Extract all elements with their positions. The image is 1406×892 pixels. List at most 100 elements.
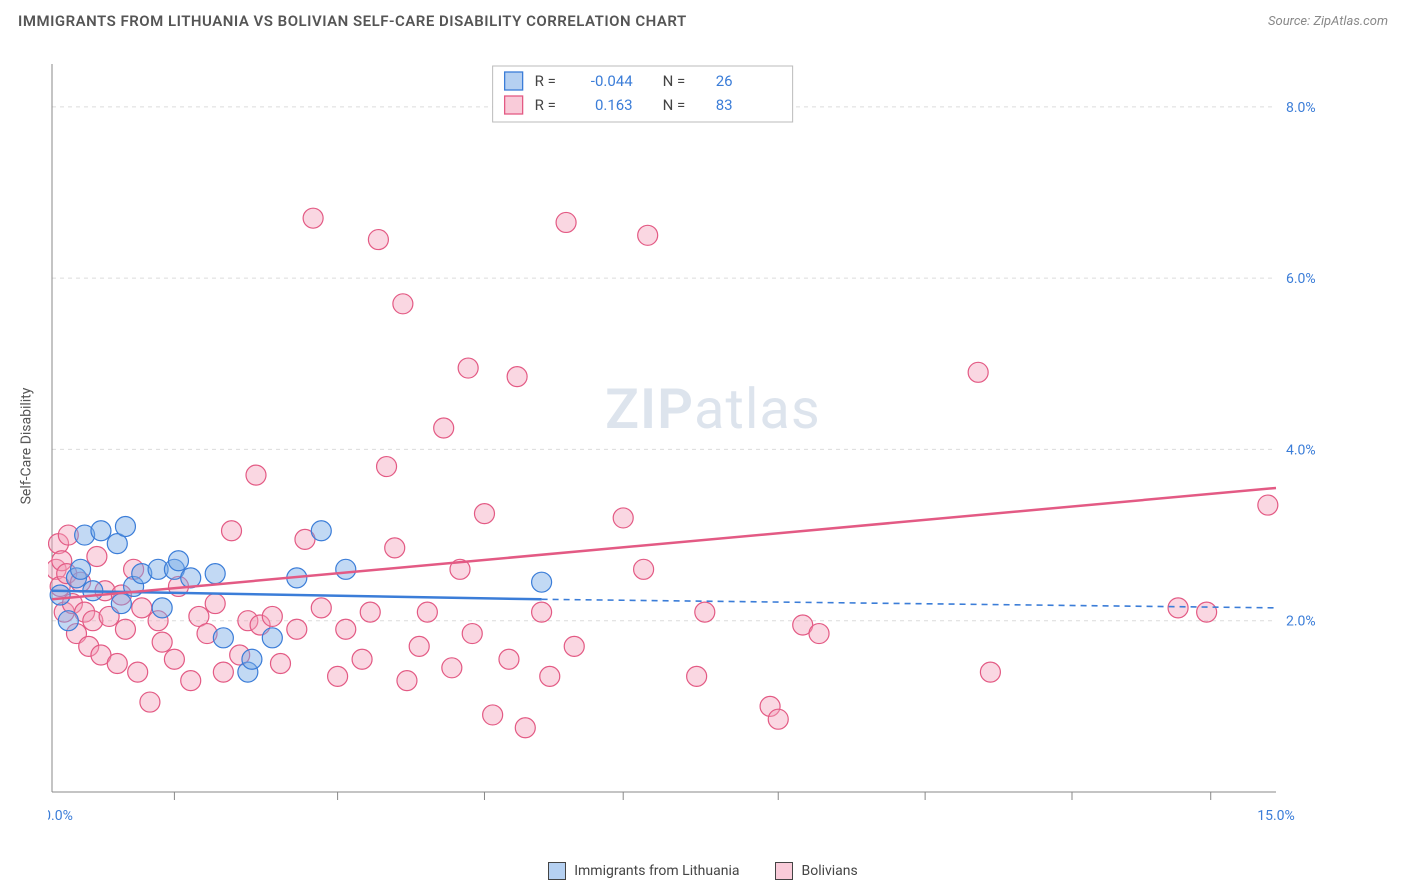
scatter-point-blue: [311, 521, 331, 541]
scatter-point-pink: [507, 367, 527, 387]
scatter-point-pink: [132, 598, 152, 618]
scatter-point-pink: [115, 619, 135, 639]
scatter-point-blue: [91, 521, 111, 541]
y-axis-label: Self-Care Disability: [18, 388, 34, 505]
scatter-point-pink: [634, 559, 654, 579]
corr-n-value: 83: [716, 96, 733, 114]
scatter-point-pink: [181, 671, 201, 691]
legend-item-pink: Bolivians: [775, 862, 857, 880]
bottom-legend: Immigrants from Lithuania Bolivians: [0, 862, 1406, 880]
watermark: ZIPatlas: [605, 376, 821, 442]
chart-source: Source: ZipAtlas.com: [1268, 14, 1388, 29]
source-prefix: Source:: [1268, 14, 1313, 29]
scatter-point-pink: [556, 212, 576, 232]
chart-title: IMMIGRANTS FROM LITHUANIA VS BOLIVIAN SE…: [18, 12, 687, 30]
scatter-point-blue: [71, 559, 91, 579]
corr-swatch: [505, 72, 523, 90]
corr-r-value: 0.163: [595, 96, 633, 114]
scatter-point-pink: [205, 594, 225, 614]
scatter-point-pink: [213, 662, 233, 682]
scatter-point-pink: [515, 718, 535, 738]
legend-swatch-blue: [548, 862, 566, 880]
corr-n-value: 26: [716, 72, 733, 90]
x-tick-label-right: 15.0%: [1257, 808, 1295, 824]
scatter-point-pink: [483, 705, 503, 725]
y-tick-label: 4.0%: [1286, 442, 1316, 458]
scatter-point-pink: [695, 602, 715, 622]
scatter-point-pink: [246, 465, 266, 485]
scatter-point-pink: [968, 362, 988, 382]
scatter-point-pink: [1197, 602, 1217, 622]
scatter-point-pink: [1168, 598, 1188, 618]
scatter-point-pink: [368, 230, 388, 250]
scatter-point-pink: [164, 649, 184, 669]
scatter-point-pink: [458, 358, 478, 378]
scatter-point-blue: [262, 628, 282, 648]
legend-item-blue: Immigrants from Lithuania: [548, 862, 739, 880]
scatter-point-pink: [809, 624, 829, 644]
scatter-point-pink: [385, 538, 405, 558]
scatter-point-pink: [613, 508, 633, 528]
scatter-point-pink: [980, 662, 1000, 682]
scatter-point-pink: [336, 619, 356, 639]
scatter-point-pink: [409, 636, 429, 656]
scatter-point-pink: [393, 294, 413, 314]
scatter-point-pink: [262, 606, 282, 626]
y-tick-label: 8.0%: [1286, 100, 1316, 116]
legend-label-blue: Immigrants from Lithuania: [574, 863, 739, 879]
scatter-point-blue: [336, 559, 356, 579]
scatter-point-pink: [107, 654, 127, 674]
scatter-point-pink: [397, 671, 417, 691]
scatter-point-blue: [168, 551, 188, 571]
scatter-point-pink: [1258, 495, 1278, 515]
scatter-point-pink: [128, 662, 148, 682]
corr-r-label: R =: [535, 96, 556, 114]
scatter-point-blue: [50, 585, 70, 605]
scatter-point-blue: [152, 598, 172, 618]
scatter-point-pink: [140, 692, 160, 712]
corr-n-label: N =: [663, 96, 686, 114]
scatter-point-pink: [434, 418, 454, 438]
y-tick-label: 6.0%: [1286, 271, 1316, 287]
scatter-point-pink: [417, 602, 437, 622]
trendline-blue-dashed: [542, 599, 1276, 608]
scatter-point-pink: [564, 636, 584, 656]
scatter-point-pink: [532, 602, 552, 622]
corr-swatch: [505, 96, 523, 114]
scatter-point-pink: [768, 709, 788, 729]
scatter-point-pink: [152, 632, 172, 652]
scatter-chart: 2.0% 4.0% 6.0% 8.0% 0.0% 15.0% ZIPatlas R = -0.0…: [48, 60, 1336, 832]
scatter-point-pink: [377, 457, 397, 477]
scatter-point-blue: [58, 611, 78, 631]
scatter-point-blue: [111, 594, 131, 614]
scatter-point-pink: [687, 666, 707, 686]
scatter-point-pink: [540, 666, 560, 686]
scatter-point-blue: [242, 649, 262, 669]
scatter-point-pink: [462, 624, 482, 644]
legend-label-pink: Bolivians: [801, 863, 857, 879]
scatter-point-pink: [638, 225, 658, 245]
scatter-point-blue: [532, 572, 552, 592]
scatter-point-pink: [311, 598, 331, 618]
scatter-point-pink: [360, 602, 380, 622]
corr-r-value: -0.044: [591, 72, 633, 90]
legend-swatch-pink: [775, 862, 793, 880]
corr-n-label: N =: [663, 72, 686, 90]
corr-r-label: R =: [535, 72, 556, 90]
scatter-point-pink: [499, 649, 519, 669]
trendline-pink: [52, 488, 1276, 599]
scatter-point-pink: [222, 521, 242, 541]
x-tick-label-left: 0.0%: [48, 808, 73, 824]
scatter-point-pink: [287, 619, 307, 639]
scatter-point-pink: [328, 666, 348, 686]
scatter-point-pink: [474, 504, 494, 524]
scatter-point-pink: [303, 208, 323, 228]
scatter-point-pink: [270, 654, 290, 674]
y-tick-label: 2.0%: [1286, 614, 1316, 630]
source-name: ZipAtlas.com: [1313, 14, 1388, 29]
scatter-point-blue: [115, 516, 135, 536]
scatter-point-blue: [213, 628, 233, 648]
scatter-point-blue: [205, 564, 225, 584]
scatter-point-pink: [352, 649, 372, 669]
scatter-point-pink: [87, 546, 107, 566]
